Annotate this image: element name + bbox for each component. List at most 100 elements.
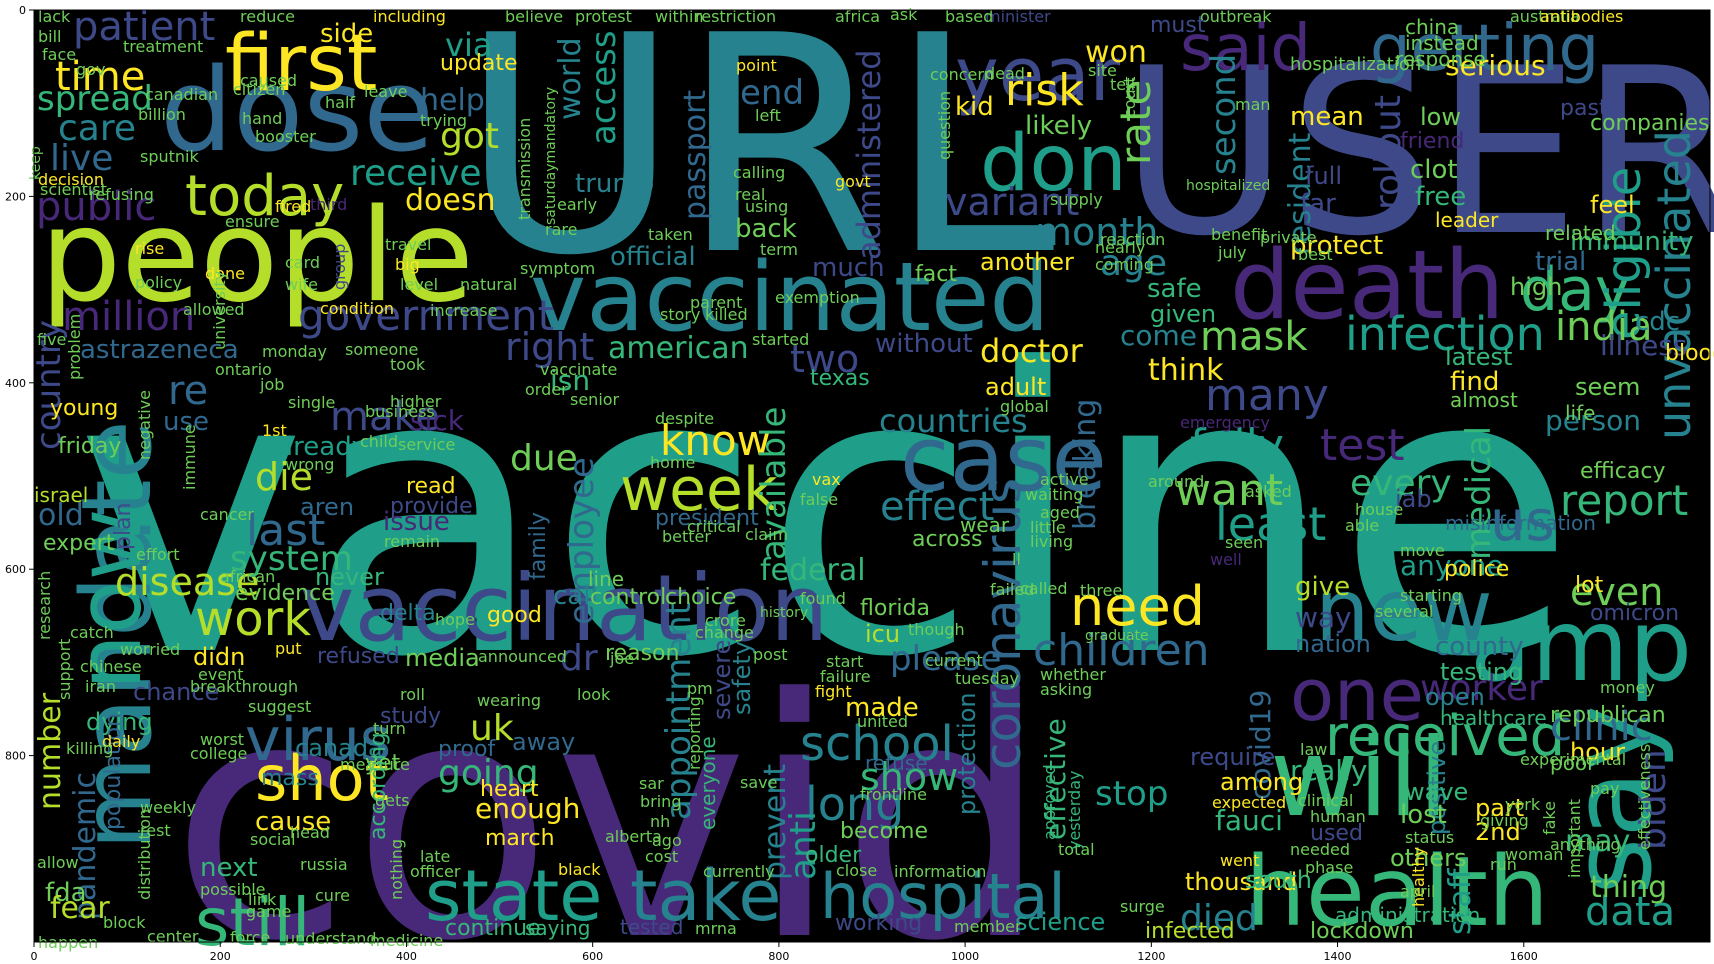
word-ago: ago xyxy=(652,831,682,850)
word-government: government xyxy=(298,291,554,340)
word-worried: worried xyxy=(120,640,180,659)
word-among: among xyxy=(1220,768,1303,796)
word-gov: gov xyxy=(76,60,105,79)
word-didn: didn xyxy=(193,643,245,671)
word-coronavirus: coronavirus xyxy=(974,478,1032,770)
word-experimental: experimental xyxy=(1520,750,1626,769)
word-china: china xyxy=(1405,15,1459,39)
word-seen: seen xyxy=(1225,533,1263,552)
word-sputnik: sputnik xyxy=(140,147,199,166)
word-full: full xyxy=(1305,162,1342,190)
word-covid: covid xyxy=(170,629,1050,964)
word-hope: hope xyxy=(435,610,475,629)
word-administration: administration xyxy=(1335,903,1480,927)
word-half: half xyxy=(325,93,355,112)
word-evidence: evidence xyxy=(235,581,335,606)
word-link: link xyxy=(248,890,277,909)
word-called: called xyxy=(1020,579,1068,598)
word-mandate: mandate xyxy=(61,420,173,850)
word-anti: anti xyxy=(783,811,824,880)
word-old: old xyxy=(38,498,84,533)
word-booster: booster xyxy=(255,127,316,146)
word-health: health xyxy=(1245,836,1549,948)
word-side: side xyxy=(320,19,373,49)
word-member: member xyxy=(954,917,1022,936)
word-false: false xyxy=(800,490,838,509)
word-got: got xyxy=(440,116,499,157)
word-failure: failure xyxy=(820,667,871,686)
word-real: real xyxy=(735,185,765,204)
word-better: better xyxy=(662,527,711,546)
word-several: several xyxy=(1375,602,1433,621)
word-early: early xyxy=(557,195,597,214)
word-gets: gets xyxy=(375,791,410,810)
word-order: order xyxy=(525,380,568,399)
word-went: went xyxy=(1220,851,1259,870)
word-vaccination: vaccination xyxy=(300,555,828,662)
word-access: access xyxy=(584,30,624,145)
word-needed: needed xyxy=(1290,840,1350,859)
word-lot: lot xyxy=(1575,573,1604,598)
y-tick-label: 800 xyxy=(5,750,26,763)
word-protect: protect xyxy=(1290,231,1383,261)
word-april: april xyxy=(1400,882,1435,901)
word-house: house xyxy=(1355,500,1403,519)
word-provide: provide xyxy=(390,494,473,519)
word-point: point xyxy=(736,56,777,75)
word-anything: anything xyxy=(1550,835,1621,854)
word-graduate: graduate xyxy=(1085,628,1149,644)
word-said: said xyxy=(1180,12,1311,86)
word-late: late xyxy=(420,847,450,866)
word-mrna: mrna xyxy=(695,919,737,938)
word-despite: despite xyxy=(655,409,714,428)
word-fully: fully xyxy=(1190,420,1284,471)
word-back: back xyxy=(735,214,797,244)
word-asking: asking xyxy=(1040,680,1092,699)
word-problem: problem xyxy=(65,314,84,380)
word-vaccinate: vaccinate xyxy=(540,360,617,379)
word-issue: issue xyxy=(383,507,450,537)
word-due: due xyxy=(510,438,578,479)
word-eligible: eligible xyxy=(1596,167,1652,340)
word-claim: claim xyxy=(745,525,788,544)
word-expected: expected xyxy=(1212,793,1286,812)
word-nothing: nothing xyxy=(387,839,406,900)
word-remain: remain xyxy=(384,532,440,551)
word-look: look xyxy=(577,685,611,704)
word-living: living xyxy=(1030,532,1073,551)
word-severe: severe xyxy=(708,640,736,720)
x-tick-label: 1600 xyxy=(1510,950,1538,963)
word-event: event xyxy=(198,665,244,684)
word-fear: fear xyxy=(50,891,110,926)
word-first: first xyxy=(225,19,377,109)
word-college: college xyxy=(190,744,247,763)
word-march: march xyxy=(485,826,555,851)
word-line: line xyxy=(588,567,624,591)
word-allowed: allowed xyxy=(183,300,245,319)
word-next: next xyxy=(200,853,258,883)
word-killing: killing xyxy=(66,739,113,758)
word-continue: continue xyxy=(445,916,541,941)
word-vaccinated: vaccinated xyxy=(530,243,1050,353)
word-serious: serious xyxy=(1445,49,1546,82)
x-tick-label: 600 xyxy=(582,950,603,963)
word-end: end xyxy=(740,73,804,113)
word-pandemic: pandemic xyxy=(68,772,103,920)
word-africa: africa xyxy=(835,7,880,26)
word-symptom: symptom xyxy=(520,259,595,278)
word-including: including xyxy=(373,7,446,26)
word-benefit: benefit xyxy=(1211,225,1267,244)
word-today: today xyxy=(185,164,344,229)
word-pm: pm xyxy=(687,679,713,698)
word-low: low xyxy=(1420,103,1461,131)
word-vax: vax xyxy=(812,470,841,489)
word-really: really xyxy=(1290,754,1367,787)
word-face: face xyxy=(42,45,76,64)
word-start: start xyxy=(826,652,863,671)
word-poor: poor xyxy=(1550,751,1596,775)
word-big: big xyxy=(395,255,420,274)
word-administered: administered xyxy=(850,49,888,260)
word-florida: florida xyxy=(860,596,930,621)
word-refused: refused xyxy=(317,644,400,669)
word-breakthrough: breakthrough xyxy=(190,677,298,696)
